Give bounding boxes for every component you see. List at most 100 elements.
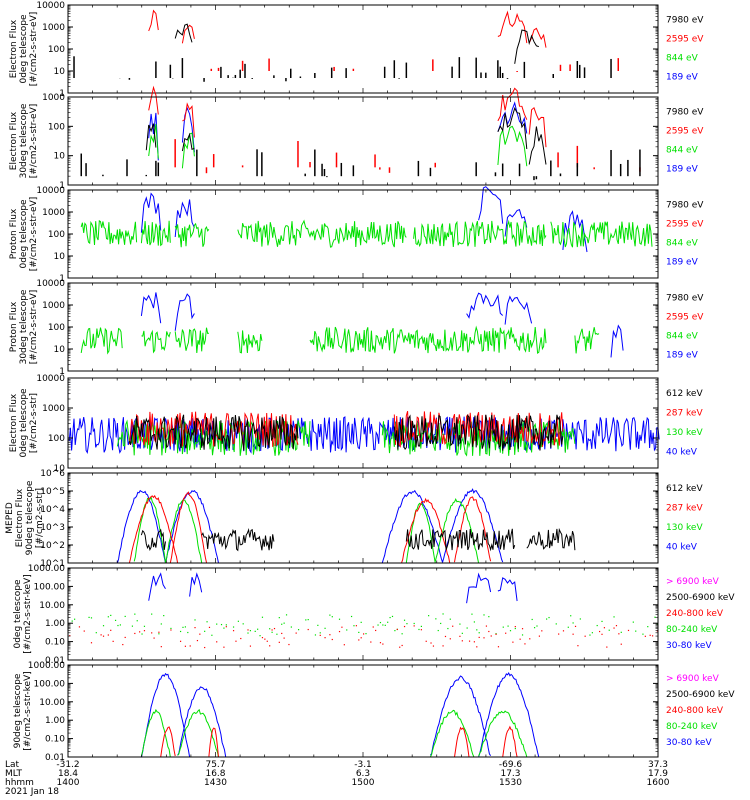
series-240-800-kev-mark xyxy=(189,645,191,647)
series-240-800-kev-mark xyxy=(656,630,658,632)
legend-entry: 189 eV xyxy=(666,165,699,175)
series-80-240-kev-mark xyxy=(134,613,136,615)
legend-entry: > 6900 keV xyxy=(666,674,720,684)
panel-4-ylabel: Proton Flux xyxy=(9,301,19,352)
y-tick-label: 1000 xyxy=(42,404,65,414)
panel-5-data xyxy=(68,410,660,457)
x-tick-label: -31.2 xyxy=(56,760,79,770)
series-80-240-kev-mark xyxy=(307,619,309,621)
series-240-800-kev-mark xyxy=(521,628,524,630)
series-7980-ev xyxy=(73,23,612,82)
series-240-800-kev-mark xyxy=(307,628,309,631)
series-80-240-kev xyxy=(71,613,658,637)
series-240-800-kev-mark xyxy=(324,637,326,639)
series-80-240-kev-mark xyxy=(613,616,615,618)
series-80-240-kev-mark xyxy=(440,622,442,625)
series-240-800-kev-mark xyxy=(179,640,182,642)
series-189-ev-trace xyxy=(478,186,504,224)
series-2595-ev xyxy=(148,9,620,73)
panel-6: 10^1 10^2 10^3 10^4 10^5 10^6 MEPED Electron Fl… xyxy=(5,469,703,569)
panel-5-ylabel: 0deg telescope xyxy=(19,388,29,458)
series-30-80-kev xyxy=(148,572,518,604)
series-80-240-kev-mark xyxy=(567,626,569,628)
y-tick-label: 1 xyxy=(59,89,65,99)
y-tick-label: 0.01 xyxy=(45,753,65,763)
panel-6-frame xyxy=(67,472,659,564)
series-40-kev-trace xyxy=(442,488,504,563)
series-80-240-kev-mark xyxy=(358,631,360,634)
series-240-800-kev-mark xyxy=(153,637,155,639)
series-240-800-kev xyxy=(160,725,518,758)
series-7980-ev-trace xyxy=(497,107,528,150)
series-240-800-kev-mark xyxy=(644,635,646,637)
series-240-800-kev-mark xyxy=(562,630,565,632)
series-80-240-kev-mark xyxy=(466,627,468,629)
x-tick-label: 1430 xyxy=(204,778,227,788)
series-844-ev-trace xyxy=(80,220,138,246)
series-240-800-kev-mark xyxy=(225,626,227,628)
series-80-240-kev-mark xyxy=(297,629,300,631)
legend-entry: 287 keV xyxy=(666,408,703,418)
series-240-800-kev-mark xyxy=(196,639,199,642)
series-189-ev xyxy=(140,292,624,358)
series-240-800-kev-mark xyxy=(160,646,162,648)
series-80-240-kev-mark xyxy=(249,630,252,632)
series-240-800-kev-mark xyxy=(558,633,560,635)
series-612-kev-trace xyxy=(393,414,564,451)
series-240-800-kev-mark xyxy=(485,625,488,627)
series-80-240-kev-mark xyxy=(259,635,261,637)
series-80-240-kev-mark xyxy=(608,629,610,631)
legend-entry: 2595 eV xyxy=(666,220,704,230)
y-tick-label: 10^5 xyxy=(40,487,65,497)
series-80-240-kev-mark xyxy=(483,614,485,616)
series-240-800-kev-mark xyxy=(295,632,297,634)
series-80-240-kev-mark xyxy=(338,618,341,620)
legend-entry: 612 keV xyxy=(666,484,703,494)
series-2595-ev-trace xyxy=(182,102,195,138)
series-80-240-kev-mark xyxy=(163,615,165,617)
series-80-240-kev-mark xyxy=(211,634,213,636)
series-80-240-kev-mark xyxy=(110,614,112,616)
series-240-800-kev-mark xyxy=(143,630,146,632)
series-2595-ev-trace xyxy=(181,24,195,44)
series-80-240-kev-mark xyxy=(204,630,206,632)
panel-3-ylabel: [#/cm2-s-str-eV] xyxy=(29,197,39,272)
series-240-800-kev-mark xyxy=(112,640,114,642)
series-240-800-kev-mark xyxy=(497,646,500,648)
series-189-ev-trace xyxy=(504,295,533,325)
series-80-240-kev-mark xyxy=(360,621,362,623)
legend-entry: 40 keV xyxy=(666,447,698,457)
series-80-240-kev-mark xyxy=(88,616,90,618)
series-287-kev-trace xyxy=(128,494,179,564)
series-240-800-kev-mark xyxy=(449,638,451,640)
series-80-240-kev-mark xyxy=(654,616,656,618)
series-80-240-kev xyxy=(140,708,528,758)
series-7980-ev-trace xyxy=(528,126,547,165)
x-tick-label: 6.3 xyxy=(356,769,370,779)
series-844-ev-trace xyxy=(413,219,547,248)
series-80-240-kev-mark xyxy=(601,620,603,623)
series-240-800-kev-mark xyxy=(599,630,601,633)
series-80-240-kev-mark xyxy=(331,616,333,618)
series-80-240-kev-mark xyxy=(418,628,420,631)
panel-3: 1 10 100 1000 10000 Proton Flux 0deg telescope… xyxy=(9,186,704,284)
series-240-800-kev xyxy=(69,625,658,649)
y-tick-label: 100.00 xyxy=(34,582,66,592)
series-80-240-kev-mark xyxy=(216,623,218,625)
y-tick-label: 10^2 xyxy=(40,541,65,551)
series-844-ev-trace xyxy=(550,221,653,248)
x-tick-label: 16.8 xyxy=(205,769,225,779)
series-80-240-kev-mark xyxy=(350,615,353,618)
series-240-800-kev-mark xyxy=(452,625,454,627)
series-80-240-kev-mark xyxy=(570,615,572,617)
series-240-800-kev-mark xyxy=(430,642,432,644)
series-240-800-kev-trace xyxy=(160,726,176,758)
series-80-240-kev-mark xyxy=(269,628,271,630)
legend-entry: 189 eV xyxy=(666,73,699,83)
series-80-240-kev-mark xyxy=(182,626,184,628)
series-240-800-kev-mark xyxy=(83,630,85,632)
legend-entry: 2595 eV xyxy=(666,35,704,45)
y-tick-label: 10000 xyxy=(36,1,65,11)
y-tick-label: 10 xyxy=(54,67,66,77)
series-80-240-kev-mark xyxy=(353,625,355,627)
